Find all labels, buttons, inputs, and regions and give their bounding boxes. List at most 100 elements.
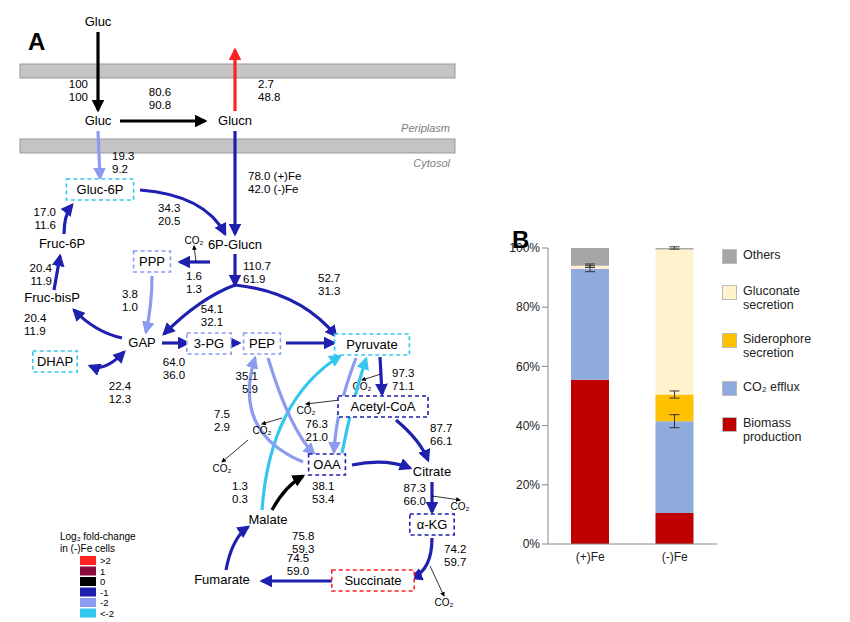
- svg-text:0.3: 0.3: [232, 493, 248, 505]
- svg-text:9.2: 9.2: [112, 163, 128, 175]
- svg-text:54.1: 54.1: [201, 303, 223, 315]
- svg-text:0: 0: [100, 576, 105, 587]
- svg-text:100: 100: [69, 78, 88, 90]
- svg-text:>2: >2: [100, 555, 111, 566]
- svg-text:6P-Glucn: 6P-Glucn: [208, 237, 262, 252]
- svg-text:87.7: 87.7: [430, 422, 452, 434]
- svg-text:42.0 (-)Fe: 42.0 (-)Fe: [248, 183, 299, 195]
- svg-text:66.1: 66.1: [430, 435, 452, 447]
- svg-text:17.0: 17.0: [34, 206, 56, 218]
- svg-text:-1: -1: [100, 587, 108, 598]
- svg-text:-2: -2: [100, 597, 108, 608]
- svg-text:1.3: 1.3: [186, 283, 202, 295]
- svg-text:52.7: 52.7: [318, 272, 340, 284]
- svg-text:CO₂: CO₂: [435, 597, 454, 608]
- svg-text:59.7: 59.7: [444, 556, 466, 568]
- svg-text:PEP: PEP: [249, 336, 275, 351]
- html-text:Biomass production: Biomass production: [743, 416, 802, 444]
- svg-text:20.5: 20.5: [158, 215, 180, 227]
- svg-text:75.8: 75.8: [292, 530, 314, 542]
- svg-text:Fruc-6P: Fruc-6P: [39, 236, 85, 251]
- svg-text:90.8: 90.8: [149, 99, 171, 111]
- svg-text:12.3: 12.3: [109, 393, 131, 405]
- svg-text:7.5: 7.5: [214, 408, 230, 420]
- html-text:Gluconate secretion: Gluconate secretion: [743, 284, 800, 312]
- svg-text:53.4: 53.4: [312, 493, 335, 505]
- svg-text:A: A: [28, 28, 45, 55]
- svg-text:80.6: 80.6: [149, 86, 171, 98]
- svg-text:20%: 20%: [516, 478, 540, 492]
- svg-text:1.0: 1.0: [122, 301, 138, 313]
- svg-text:20.4: 20.4: [24, 312, 47, 324]
- html-text:Siderophore secretion: Siderophore secretion: [743, 332, 812, 360]
- svg-text:Succinate: Succinate: [344, 573, 401, 588]
- svg-text:21.0: 21.0: [306, 431, 328, 443]
- svg-text:1.3: 1.3: [232, 480, 248, 492]
- svg-text:2.9: 2.9: [214, 421, 230, 433]
- svg-text:GAP: GAP: [128, 335, 155, 350]
- svg-text:97.3: 97.3: [392, 367, 414, 379]
- svg-text:Cytosol: Cytosol: [413, 157, 450, 169]
- svg-text:CO₂: CO₂: [297, 405, 316, 416]
- svg-text:CO₂: CO₂: [253, 425, 272, 436]
- svg-text:40%: 40%: [516, 419, 540, 433]
- svg-text:35.1: 35.1: [236, 370, 258, 382]
- svg-text:1.6: 1.6: [186, 270, 202, 282]
- svg-text:11.6: 11.6: [34, 219, 56, 231]
- svg-text:59.0: 59.0: [287, 565, 309, 577]
- svg-text:22.4: 22.4: [109, 380, 132, 392]
- svg-text:1: 1: [100, 566, 105, 577]
- svg-text:34.3: 34.3: [158, 202, 180, 214]
- svg-text:61.9: 61.9: [243, 273, 265, 285]
- svg-text:Fruc-bisP: Fruc-bisP: [24, 290, 80, 305]
- svg-text:60%: 60%: [516, 360, 540, 374]
- svg-text:100: 100: [69, 91, 88, 103]
- svg-text:76.3: 76.3: [306, 418, 328, 430]
- svg-text:CO₂: CO₂: [185, 235, 204, 246]
- svg-text:80%: 80%: [516, 300, 540, 314]
- svg-text:87.3: 87.3: [404, 482, 426, 494]
- svg-text:11.9: 11.9: [24, 325, 46, 337]
- svg-text:<-2: <-2: [100, 608, 114, 619]
- svg-text:Gluc: Gluc: [85, 14, 112, 29]
- svg-text:2.7: 2.7: [258, 78, 274, 90]
- svg-text:0%: 0%: [523, 537, 541, 551]
- svg-text:64.0: 64.0: [163, 356, 185, 368]
- svg-text:38.1: 38.1: [312, 480, 334, 492]
- svg-text:Log₂ fold-change: Log₂ fold-change: [60, 531, 136, 542]
- svg-text:(+)Fe: (+)Fe: [576, 550, 605, 564]
- svg-text:59.3: 59.3: [292, 543, 314, 555]
- svg-text:31.3: 31.3: [318, 285, 340, 297]
- svg-text:110.7: 110.7: [243, 260, 271, 272]
- svg-text:20.4: 20.4: [30, 262, 53, 274]
- svg-text:5.9: 5.9: [242, 383, 258, 395]
- svg-text:(-)Fe: (-)Fe: [662, 550, 688, 564]
- svg-text:Citrate: Citrate: [413, 464, 451, 479]
- svg-text:Fumarate: Fumarate: [194, 572, 250, 587]
- svg-text:36.0: 36.0: [163, 369, 185, 381]
- svg-text:48.8: 48.8: [258, 91, 280, 103]
- svg-text:71.1: 71.1: [392, 380, 414, 392]
- svg-text:78.0 (+)Fe: 78.0 (+)Fe: [248, 170, 301, 182]
- svg-text:Acetyl-CoA: Acetyl-CoA: [350, 399, 415, 414]
- svg-text:Gluc: Gluc: [85, 113, 112, 128]
- svg-text:19.3: 19.3: [112, 150, 134, 162]
- svg-text:74.2: 74.2: [444, 543, 466, 555]
- svg-text:32.1: 32.1: [201, 316, 223, 328]
- svg-text:Glucn: Glucn: [218, 113, 252, 128]
- svg-text:3-PG: 3-PG: [194, 336, 224, 351]
- svg-text:Periplasm: Periplasm: [401, 122, 450, 134]
- svg-text:α-KG: α-KG: [417, 517, 448, 532]
- svg-text:Malate: Malate: [248, 512, 287, 527]
- svg-text:11.9: 11.9: [30, 275, 52, 287]
- svg-text:66.0: 66.0: [404, 495, 426, 507]
- svg-text:Pyruvate: Pyruvate: [346, 337, 397, 352]
- svg-text:CO₂: CO₂: [451, 501, 470, 512]
- svg-text:Gluc-6P: Gluc-6P: [77, 182, 124, 197]
- svg-text:PPP: PPP: [139, 254, 165, 269]
- svg-text:DHAP: DHAP: [37, 354, 73, 369]
- svg-text:3.8: 3.8: [122, 288, 138, 300]
- svg-text:in (-)Fe cells: in (-)Fe cells: [60, 543, 115, 554]
- svg-text:CO₂: CO₂: [213, 463, 232, 474]
- svg-text:OAA: OAA: [313, 457, 341, 472]
